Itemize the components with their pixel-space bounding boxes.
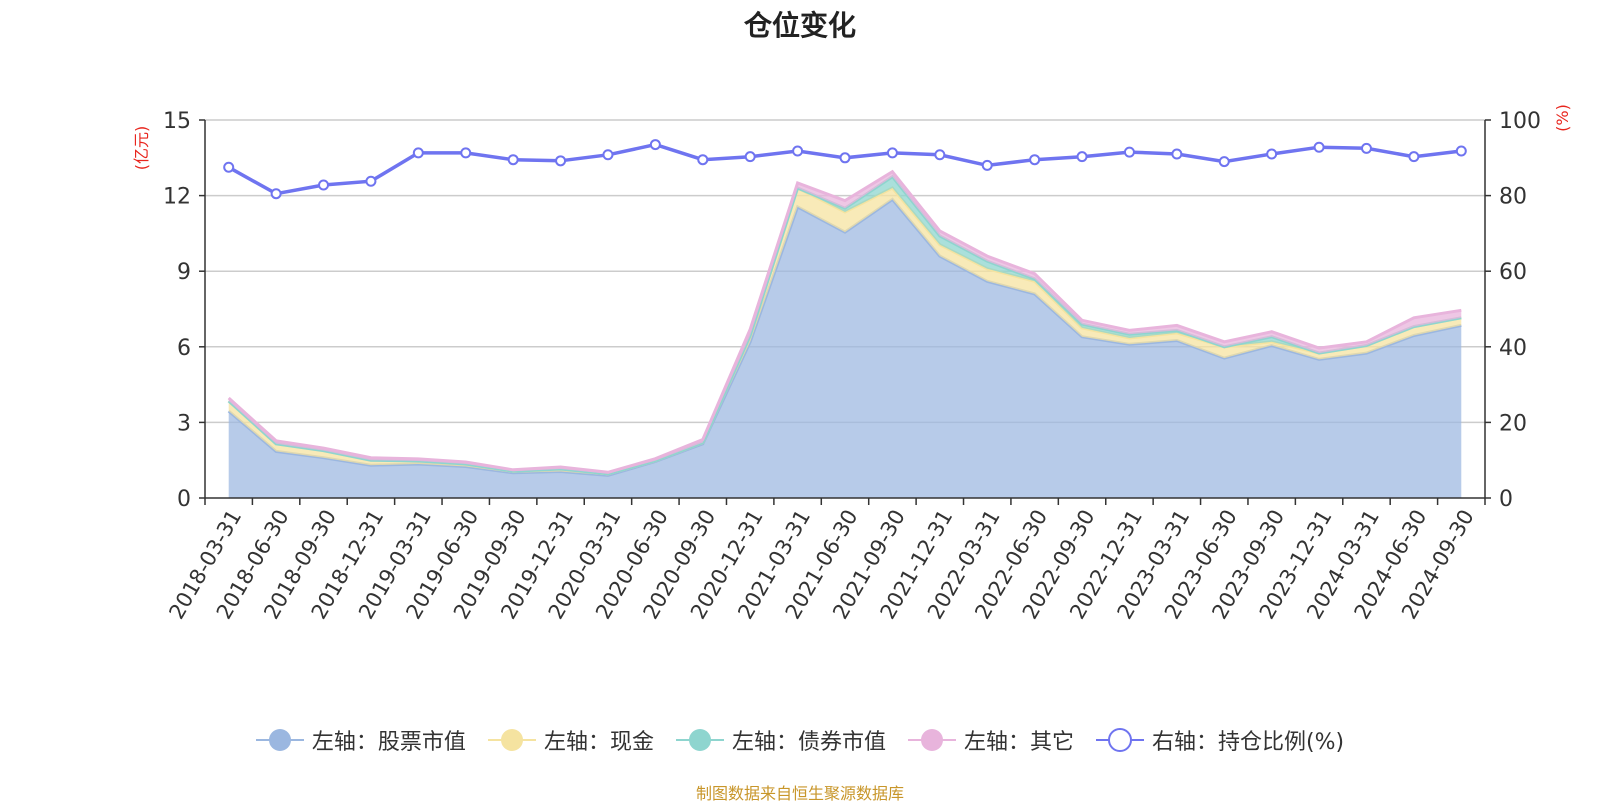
legend-item[interactable]: 左轴：现金	[487, 724, 654, 756]
right-tick-label: 80	[1499, 185, 1527, 210]
legend-label: 左轴：其它	[963, 730, 1074, 755]
area-line-3	[227, 169, 1462, 474]
legend-item[interactable]: 左轴：债券市值	[675, 724, 886, 756]
ratio-point	[1123, 146, 1135, 158]
right-tick-label: 20	[1499, 411, 1527, 436]
legend-label: 左轴：现金	[543, 730, 654, 755]
ratio-point	[507, 154, 519, 166]
ratio-point	[1029, 154, 1041, 166]
legend-item[interactable]: 左轴：其它	[907, 724, 1074, 756]
ratio-point	[744, 151, 756, 163]
ratio-point	[934, 149, 946, 161]
left-tick-label: 15	[163, 109, 191, 134]
legend-marker-icon	[255, 729, 304, 751]
legend-item[interactable]: 右轴：持仓比例(%)	[1095, 724, 1345, 756]
legend-marker-icon	[907, 729, 956, 751]
legend-item[interactable]: 左轴：股票市值	[255, 724, 466, 756]
legend-marker-icon	[1095, 728, 1144, 752]
ratio-point	[697, 154, 709, 166]
legend-label: 右轴：持仓比例(%)	[1151, 730, 1345, 755]
ratio-point	[1455, 145, 1467, 157]
ratio-point	[1408, 151, 1420, 163]
right-axis-unit: (%)	[1553, 104, 1572, 132]
ratio-point	[886, 147, 898, 159]
ratio-point	[365, 175, 377, 187]
ratio-point	[792, 145, 804, 157]
ratio-point	[1171, 148, 1183, 160]
right-tick-label: 0	[1499, 487, 1513, 512]
legend-label: 左轴：股票市值	[311, 730, 466, 755]
right-tick-label: 60	[1499, 260, 1527, 285]
left-tick-label: 6	[177, 336, 191, 361]
chart-title: 仓位变化	[743, 9, 856, 42]
legend-marker-icon	[675, 729, 724, 751]
legend: 左轴：股票市值 左轴：现金 左轴：债券市值 左轴：其它 右轴：持仓比例(%)	[0, 724, 1600, 756]
ratio-point	[1218, 156, 1230, 168]
ratio-point	[555, 155, 567, 167]
legend-marker-icon	[487, 729, 536, 751]
ratio-point	[318, 179, 330, 191]
left-tick-label: 3	[177, 411, 191, 436]
ratio-point	[839, 152, 851, 164]
ratio-point	[460, 147, 472, 159]
ratio-point	[1266, 148, 1278, 160]
area-layer	[227, 169, 1462, 498]
ratio-point	[270, 188, 282, 200]
left-tick-label: 9	[177, 260, 191, 285]
left-tick-label: 12	[163, 185, 191, 210]
ratio-point	[1313, 141, 1325, 153]
ratio-point	[1360, 142, 1372, 154]
left-axis-unit: (亿元)	[132, 126, 151, 171]
right-tick-label: 100	[1499, 109, 1541, 134]
left-tick-label: 0	[177, 487, 191, 512]
line-layer	[223, 139, 1467, 200]
ratio-point	[412, 147, 424, 159]
ratio-point	[981, 159, 993, 171]
legend-label: 左轴：债券市值	[731, 730, 886, 755]
ratio-point	[602, 149, 614, 161]
ratio-point	[649, 139, 661, 151]
ratio-point	[223, 161, 235, 173]
ratio-point	[1076, 151, 1088, 163]
right-tick-label: 40	[1499, 336, 1527, 361]
source-note: 制图数据来自恒生聚源数据库	[695, 784, 904, 803]
area-series-0	[228, 199, 1462, 498]
